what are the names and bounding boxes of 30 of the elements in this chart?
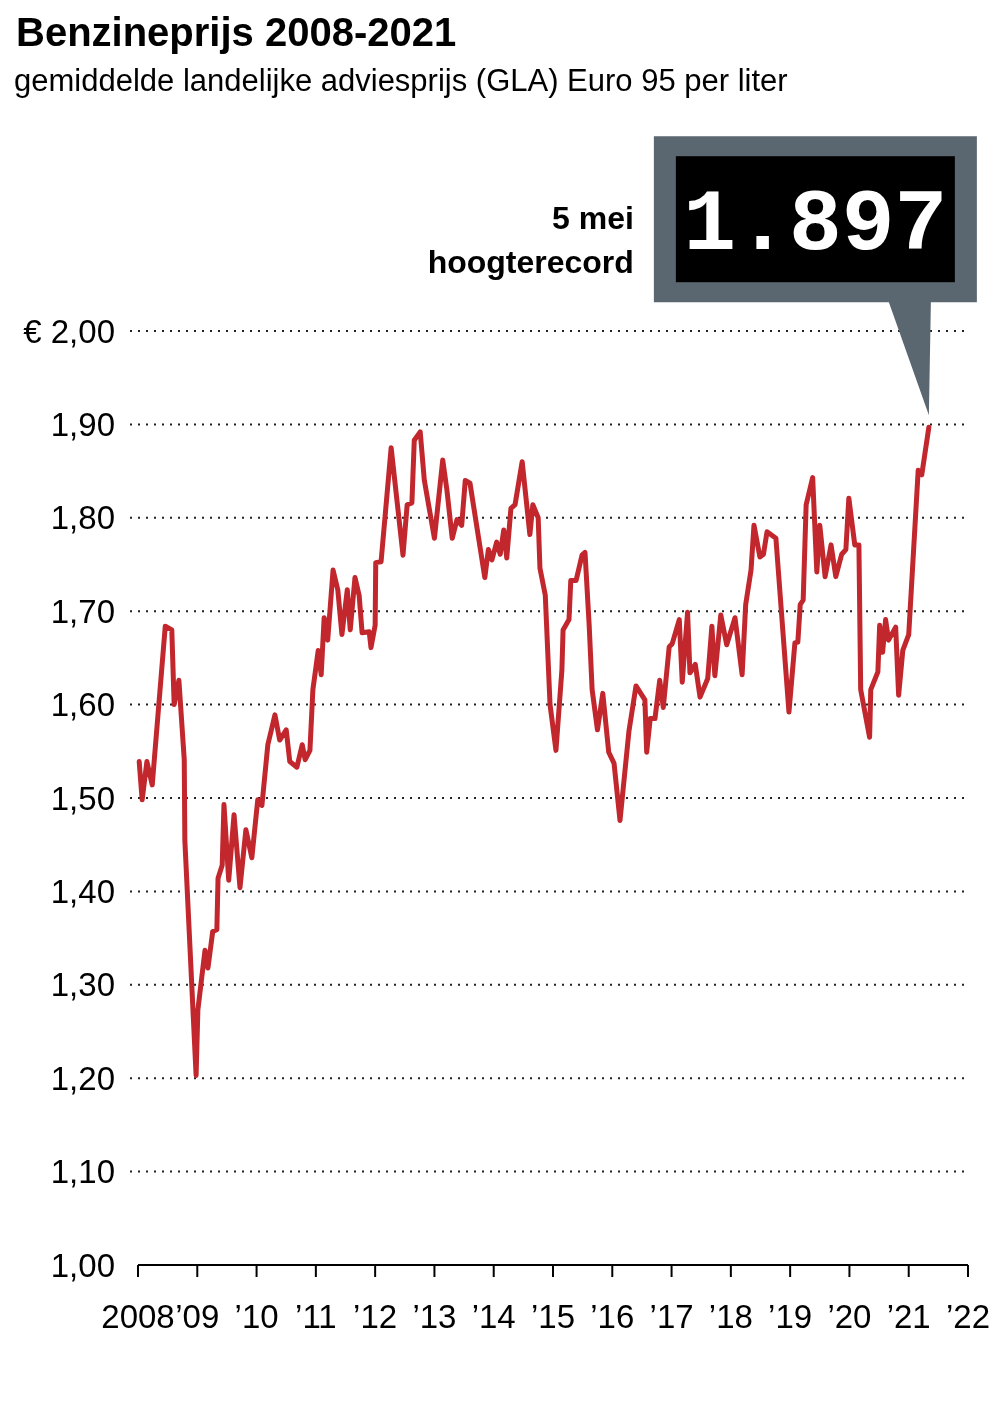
x-tick-label: ’16 xyxy=(590,1298,635,1335)
y-tick-label: 1,40 xyxy=(50,872,115,910)
y-tick-label: 1,90 xyxy=(50,405,115,443)
x-tick-label: ’22 xyxy=(945,1298,991,1335)
x-tick-label: ’15 xyxy=(530,1298,576,1335)
x-tick-label: ’17 xyxy=(649,1298,694,1335)
x-tick-label: ’09 xyxy=(175,1298,220,1335)
x-tick-label: ’14 xyxy=(471,1298,516,1335)
x-tick-label: ’12 xyxy=(353,1298,398,1335)
x-tick-label: ’21 xyxy=(886,1298,931,1335)
x-tick-label: ’20 xyxy=(827,1298,872,1335)
chart-subtitle: gemiddelde landelijke adviesprijs (GLA) Euro 95 per liter xyxy=(14,63,788,98)
x-tick-label: 2008 xyxy=(101,1298,175,1335)
y-tick-label: 1,10 xyxy=(50,1153,115,1191)
y-tick-label: 1,80 xyxy=(50,499,115,537)
y-tick-label: 1,60 xyxy=(50,686,115,724)
y-tick-label: 1,50 xyxy=(50,779,115,817)
x-tick-label: ’18 xyxy=(708,1298,753,1335)
x-tick-label: ’11 xyxy=(295,1298,337,1335)
chart-title: Benzineprijs 2008-2021 xyxy=(16,10,457,54)
y-tick-label: 1,30 xyxy=(50,966,115,1004)
x-tick-label: ’19 xyxy=(768,1298,813,1335)
annotation: 1.897 xyxy=(683,176,948,276)
y-tick-label: 1,20 xyxy=(50,1059,115,1097)
y-tick-label: 1,00 xyxy=(50,1246,115,1284)
y-tick-label: 1,70 xyxy=(50,592,115,630)
y-tick-label: € 2,00 xyxy=(23,312,115,350)
text: 5 mei hoogterecord xyxy=(427,200,634,281)
x-tick-label: ’13 xyxy=(412,1298,457,1335)
x-tick-label: ’10 xyxy=(234,1298,279,1335)
